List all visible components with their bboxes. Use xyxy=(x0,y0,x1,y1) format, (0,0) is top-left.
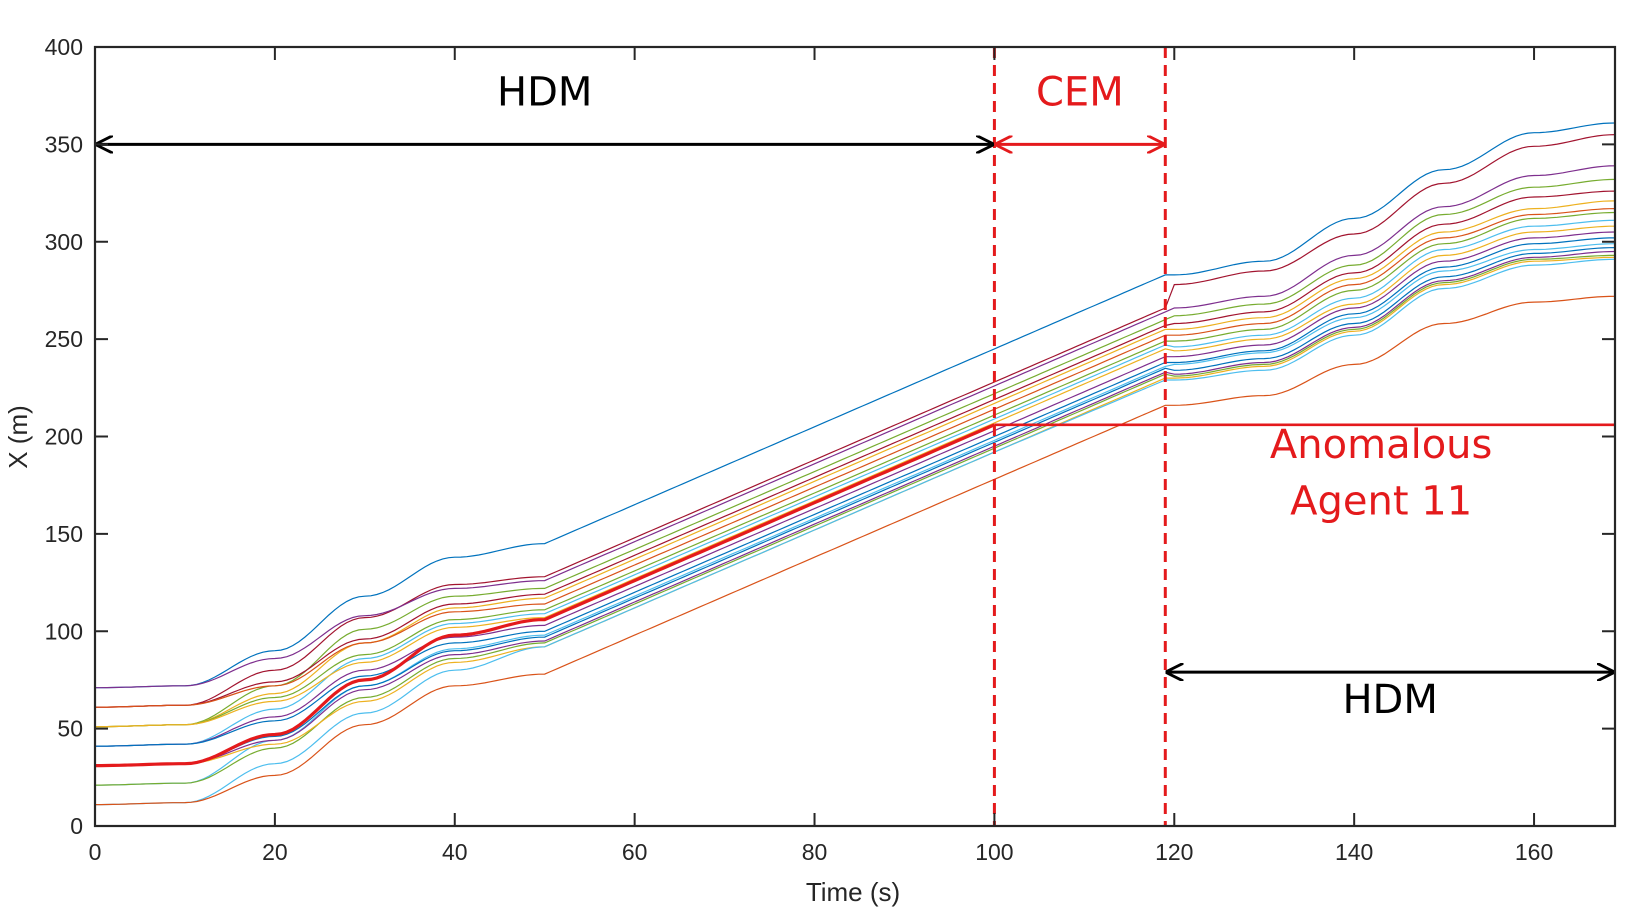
anomaly-label-line1: Anomalous xyxy=(1270,422,1492,468)
series-line-8 xyxy=(95,211,1616,728)
y-tick-label-150: 150 xyxy=(45,521,83,547)
series-line-16 xyxy=(95,250,1616,767)
y-tick-label-100: 100 xyxy=(45,618,83,644)
series-line-15 xyxy=(95,247,1616,767)
x-axis-label: Time (s) xyxy=(806,877,900,907)
y-tick-label-300: 300 xyxy=(45,229,83,255)
y-tick-label-0: 0 xyxy=(70,813,83,839)
x-tick-label-160: 160 xyxy=(1515,839,1553,865)
y-tick-label-250: 250 xyxy=(45,326,83,352)
axes-layer: 0 20 40 60 80 100 120 140 160 0 50 100 150 200 250 300 3… xyxy=(45,34,1617,865)
series-line-5 xyxy=(95,190,1616,708)
phase-label-3: HDM xyxy=(1342,677,1437,723)
series-line-7 xyxy=(95,208,1616,708)
series-line-20 xyxy=(95,295,1616,806)
series-line-9 xyxy=(94,219,1616,747)
y-tick-label-400: 400 xyxy=(45,34,83,60)
phase-layer: HDM CEM HDM xyxy=(97,47,1613,826)
x-tick-label-60: 60 xyxy=(622,839,648,865)
x-tick-label-20: 20 xyxy=(262,839,288,865)
series-line-19 xyxy=(95,258,1616,806)
series-layer xyxy=(94,122,1616,806)
x-tick-label-140: 140 xyxy=(1335,839,1373,865)
series-line-10 xyxy=(95,225,1615,728)
anomaly-label-line2: Agent 11 xyxy=(1290,478,1472,524)
phase-label-2: CEM xyxy=(1036,69,1124,115)
phase-label-1: HDM xyxy=(497,69,592,115)
series-line-1 xyxy=(95,122,1616,689)
x-tick-label-120: 120 xyxy=(1155,839,1193,865)
series-line-3 xyxy=(95,165,1616,689)
y-tick-label-50: 50 xyxy=(57,716,83,742)
series-line-13 xyxy=(94,237,1615,747)
series-line-17 xyxy=(95,254,1615,786)
y-tick-label-200: 200 xyxy=(45,424,83,450)
y-tick-label-350: 350 xyxy=(45,131,83,157)
series-line-4 xyxy=(95,178,1616,728)
x-tick-label-0: 0 xyxy=(89,839,102,865)
x-tick-label-80: 80 xyxy=(802,839,828,865)
series-line-2 xyxy=(95,134,1616,708)
x-tick-label-100: 100 xyxy=(975,839,1013,865)
series-line-11 xyxy=(95,423,996,768)
x-tick-label-40: 40 xyxy=(442,839,468,865)
anomaly-layer xyxy=(95,423,1615,768)
y-axis-label: X (m) xyxy=(3,405,33,469)
series-line-12 xyxy=(94,231,1616,747)
